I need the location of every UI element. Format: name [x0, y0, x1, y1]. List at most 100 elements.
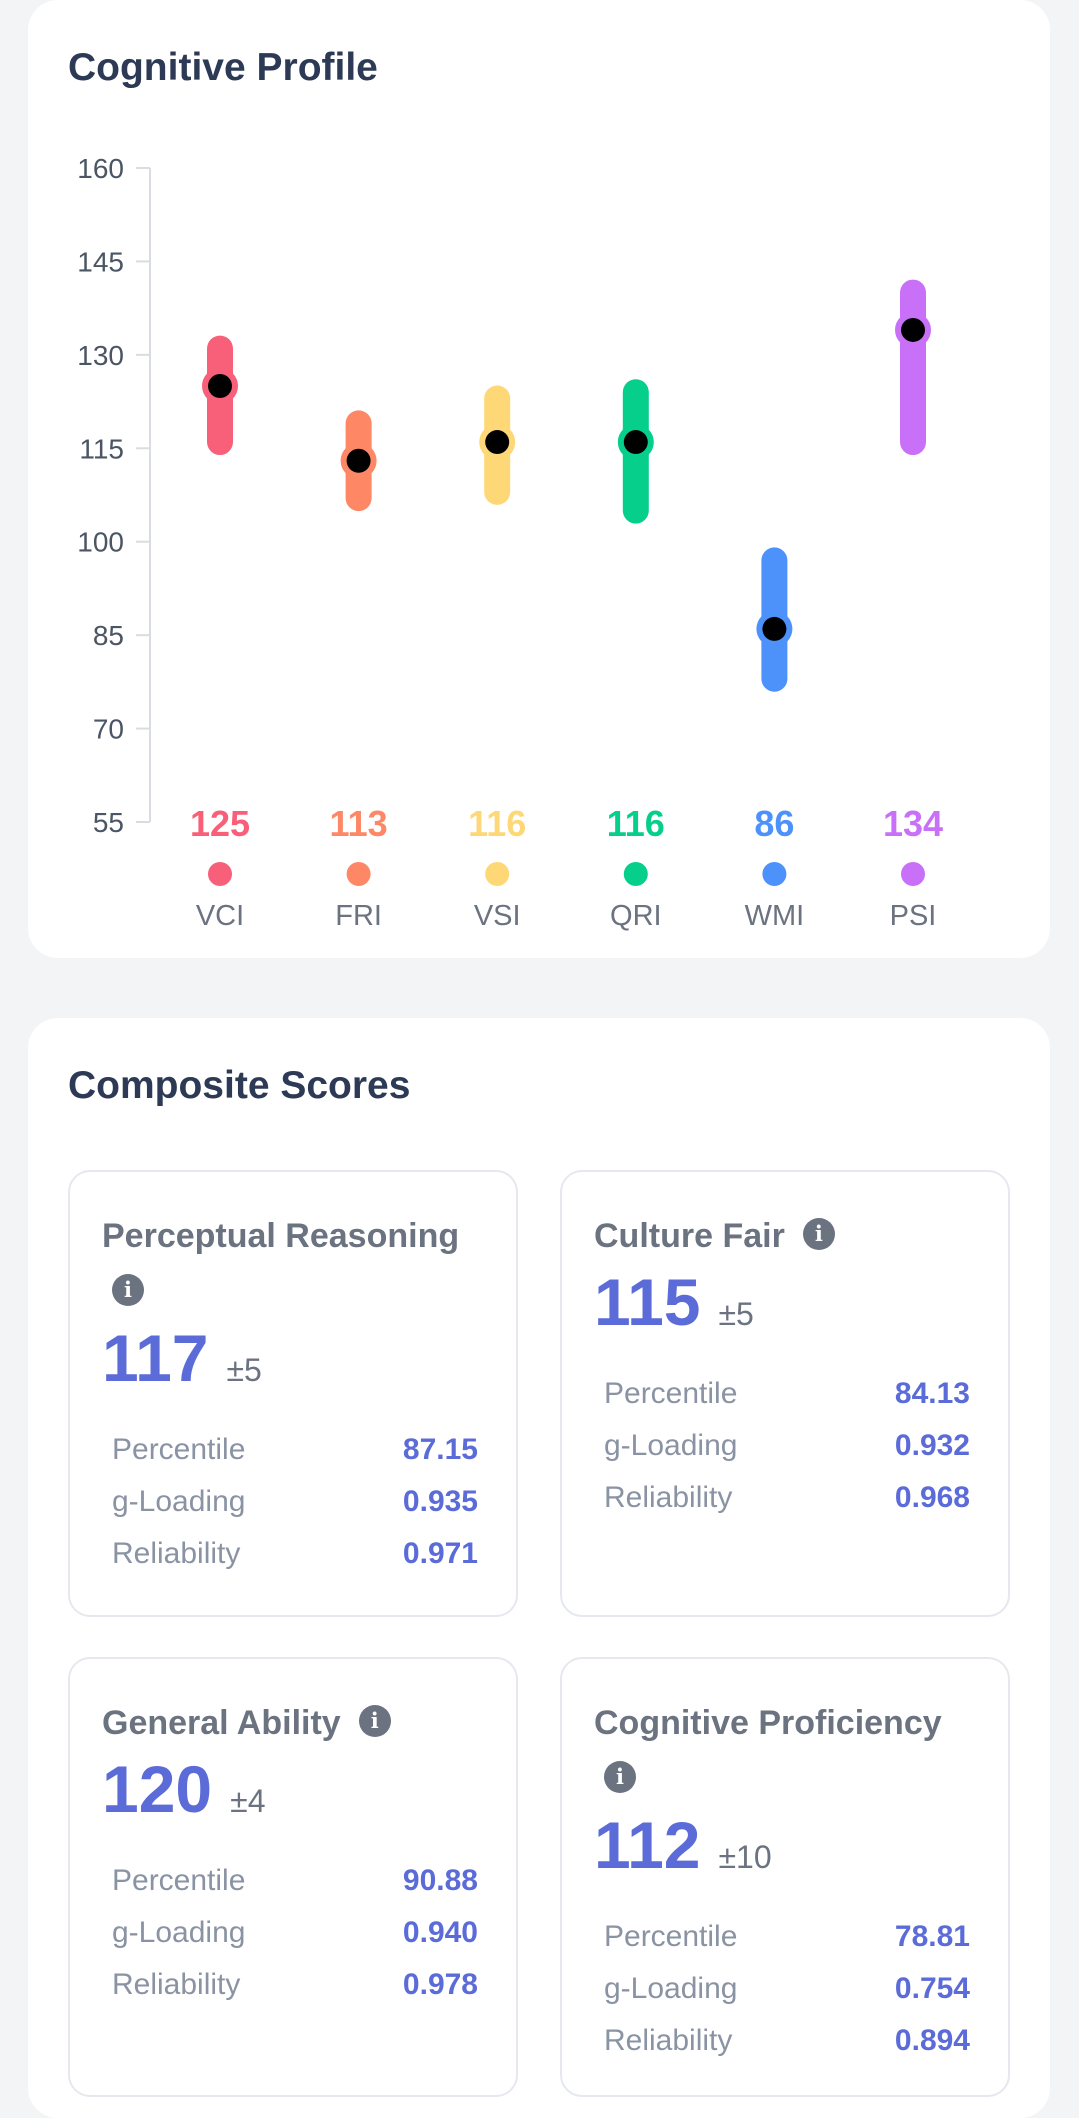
legend-dot-fri	[346, 862, 371, 886]
category-label-fri: FRI	[335, 900, 382, 932]
metric-row-percentile: Percentile 90.88	[112, 1855, 478, 1907]
score-card-cognitive-proficiency: Cognitive Proficiency i 112 ±10 Percentil…	[560, 1657, 1010, 2097]
metric-value: 0.932	[894, 1429, 970, 1462]
score-card-general-ability: General Ability i 120 ±4 Percentile 90.88 g…	[68, 1657, 518, 2097]
metric-row-reliability: Reliability 0.971	[112, 1528, 478, 1580]
score-card-name: Perceptual Reasoning	[102, 1217, 460, 1255]
metric-row-gloading: g-Loading 0.940	[112, 1907, 478, 1959]
metric-row-percentile: Percentile 78.81	[604, 1911, 970, 1963]
score-label-psi: 134	[883, 803, 943, 844]
metric-row-gloading: g-Loading 0.932	[604, 1420, 970, 1472]
score-point-qri	[623, 430, 648, 455]
metric-value: 0.894	[894, 2024, 970, 2057]
metric-label: Reliability	[604, 2024, 733, 2057]
category-label-wmi: WMI	[745, 900, 805, 932]
metric-value: 0.978	[402, 1968, 478, 2001]
category-label-qri: QRI	[610, 900, 662, 932]
metric-row-reliability: Reliability 0.968	[604, 1472, 970, 1524]
score-card-name: Culture Fair	[594, 1217, 785, 1255]
info-icon[interactable]: i	[358, 1705, 391, 1738]
legend-dot-wmi	[762, 862, 787, 886]
metric-row-gloading: g-Loading 0.754	[604, 1963, 970, 2015]
score-value: 117	[102, 1321, 209, 1395]
score-value: 115	[594, 1265, 701, 1339]
metric-value: 0.971	[402, 1537, 478, 1570]
score-label-vci: 125	[190, 803, 250, 844]
card-title: Composite Scores	[68, 1064, 411, 1107]
category-label-psi: PSI	[890, 900, 937, 932]
y-tick-label: 55	[93, 807, 124, 838]
metric-row-reliability: Reliability 0.978	[112, 1959, 478, 2011]
metric-label: Reliability	[112, 1968, 241, 2001]
y-tick-label: 160	[77, 153, 124, 184]
info-icon[interactable]: i	[112, 1274, 144, 1307]
score-point-fri	[346, 448, 371, 473]
metric-label: Percentile	[604, 1377, 738, 1410]
category-label-vci: VCI	[196, 900, 244, 932]
metric-label: Percentile	[112, 1864, 246, 1897]
score-card-title: Cognitive Proficiency i	[594, 1695, 994, 1807]
composite-scores-card: Composite Scores Perceptual Reasoning i …	[28, 1018, 1050, 2118]
metric-label: g-Loading	[604, 1972, 738, 2005]
legend-dot-qri	[623, 862, 648, 886]
metric-row-gloading: g-Loading 0.935	[112, 1476, 478, 1528]
metric-row-percentile: Percentile 84.13	[604, 1368, 970, 1420]
category-label-vsi: VSI	[474, 900, 521, 932]
metric-value: 87.15	[402, 1433, 478, 1466]
metric-label: Percentile	[112, 1433, 246, 1466]
score-error: ±5	[718, 1296, 754, 1332]
metric-value: 0.968	[894, 1481, 970, 1514]
metric-label: Reliability	[112, 1537, 241, 1570]
score-label-vsi: 116	[468, 803, 526, 844]
metrics-list: Percentile 90.88 g-Loading 0.940 Reliabili…	[112, 1855, 478, 2011]
info-icon[interactable]: i	[802, 1218, 835, 1251]
score-card-name: Cognitive Proficiency	[594, 1704, 942, 1742]
metric-value: 0.935	[402, 1485, 478, 1518]
metric-label: g-Loading	[604, 1429, 738, 1462]
score-line: 117 ±5	[102, 1320, 262, 1396]
y-tick-label: 145	[77, 246, 124, 277]
score-error: ±5	[226, 1352, 262, 1388]
score-value: 120	[102, 1752, 213, 1826]
metric-value: 0.940	[402, 1916, 478, 1949]
metric-label: Reliability	[604, 1481, 733, 1514]
metric-value: 84.13	[894, 1377, 970, 1410]
score-error: ±4	[230, 1783, 266, 1819]
y-tick-label: 130	[77, 340, 124, 371]
legend-dot-vci	[208, 862, 232, 886]
info-icon[interactable]: i	[604, 1761, 636, 1794]
metric-value: 0.754	[894, 1972, 970, 2005]
score-label-wmi: 86	[754, 803, 794, 844]
score-card-culture-fair: Culture Fair i 115 ±5 Percentile 84.13 g-Lo…	[560, 1170, 1010, 1617]
score-point-psi	[901, 317, 925, 342]
score-point-vci	[208, 374, 232, 398]
metrics-list: Percentile 84.13 g-Loading 0.932 Reliabili…	[604, 1368, 970, 1524]
y-tick-label: 70	[93, 714, 124, 745]
score-value: 112	[594, 1808, 701, 1882]
score-card-title: Culture Fair i	[594, 1208, 994, 1264]
y-tick-label: 100	[77, 527, 124, 558]
metric-value: 90.88	[402, 1864, 478, 1897]
cognitive-profile-card: Cognitive Profile 160 145 130 115 100 85 70 55 1…	[28, 0, 1050, 958]
card-title: Cognitive Profile	[68, 46, 378, 89]
score-error: ±10	[718, 1839, 772, 1875]
y-tick-label: 115	[79, 433, 124, 464]
score-card-title: General Ability i	[102, 1695, 502, 1751]
metrics-list: Percentile 78.81 g-Loading 0.754 Reliabili…	[604, 1911, 970, 2067]
cognitive-profile-chart: 160 145 130 115 100 85 70 55 125 VCI 113 FRI 116 VSI 1…	[77, 153, 943, 932]
metric-row-percentile: Percentile 87.15	[112, 1424, 478, 1476]
legend-dot-psi	[901, 862, 925, 886]
score-label-qri: 116	[607, 803, 665, 844]
metric-label: Percentile	[604, 1920, 738, 1953]
score-point-wmi	[762, 616, 787, 641]
metric-label: g-Loading	[112, 1485, 246, 1518]
metric-value: 78.81	[894, 1920, 970, 1953]
legend-dot-vsi	[485, 862, 510, 886]
metric-row-reliability: Reliability 0.894	[604, 2015, 970, 2067]
score-line: 112 ±10	[594, 1807, 772, 1883]
metric-label: g-Loading	[112, 1916, 246, 1949]
score-card-perceptual-reasoning: Perceptual Reasoning i 117 ±5 Percentile 8…	[68, 1170, 518, 1617]
score-point-vsi	[485, 430, 510, 455]
score-label-fri: 113	[330, 803, 388, 844]
metrics-list: Percentile 87.15 g-Loading 0.935 Reliabili…	[112, 1424, 478, 1580]
